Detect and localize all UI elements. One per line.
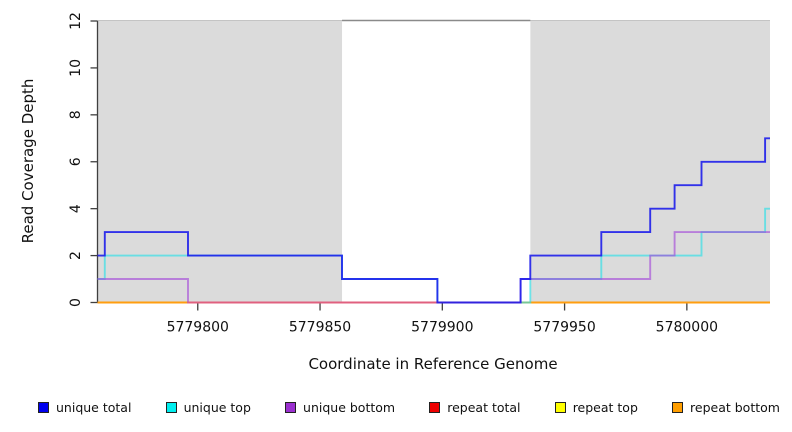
x-tick-label: 5779950 bbox=[533, 320, 595, 336]
legend-label: repeat total bbox=[447, 399, 521, 415]
y-tick-label: 8 bbox=[68, 110, 84, 119]
legend-swatch-icon bbox=[429, 401, 441, 413]
y-tick-label: 2 bbox=[68, 251, 84, 260]
shaded-region-flank-left bbox=[97, 21, 343, 303]
y-tick-label: 10 bbox=[68, 59, 84, 77]
y-tick-label: 6 bbox=[68, 157, 84, 166]
legend-item-unique-bottom: unique bottom bbox=[285, 400, 395, 415]
legend-item-repeat-total: repeat total bbox=[429, 399, 521, 415]
legend-swatch-icon bbox=[554, 401, 566, 413]
legend-label: unique bottom bbox=[303, 399, 396, 415]
x-tick-label: 5779850 bbox=[289, 320, 351, 336]
x-axis-title: Coordinate in Reference Genome bbox=[308, 355, 557, 373]
plot-legend: unique total unique top unique bottom repea… bbox=[38, 396, 780, 418]
y-axis-title: Read Coverage Depth bbox=[19, 79, 37, 244]
coverage-plot: 0 2 4 6 8 10 12 5779800 5779850 5779900 5779950 578… bbox=[19, 12, 770, 373]
legend-item-unique-top: unique top bbox=[165, 399, 251, 415]
legend-swatch-icon bbox=[38, 401, 49, 413]
x-tick-label: 5780000 bbox=[656, 320, 718, 336]
legend-label: unique top bbox=[183, 399, 251, 415]
series-line-unique-bottom bbox=[97, 231, 770, 304]
legend-item-unique-total: unique total bbox=[38, 400, 131, 415]
legend-label: unique total bbox=[56, 399, 132, 415]
x-tick-label: 5779900 bbox=[411, 320, 473, 336]
legend-item-repeat-top: repeat top bbox=[554, 399, 638, 415]
legend-item-repeat-bottom: repeat bottom bbox=[672, 400, 780, 415]
x-tick-label: 5779800 bbox=[167, 320, 229, 336]
y-tick-label: 0 bbox=[68, 298, 84, 307]
legend-swatch-icon bbox=[285, 401, 297, 413]
legend-swatch-icon bbox=[165, 401, 177, 413]
legend-label: repeat bottom bbox=[690, 399, 780, 415]
legend-swatch-icon bbox=[672, 401, 684, 413]
legend-label: repeat top bbox=[572, 399, 638, 415]
y-tick-label: 12 bbox=[68, 12, 84, 30]
y-tick-label: 4 bbox=[68, 204, 84, 213]
series-line-unique-total bbox=[97, 137, 770, 304]
